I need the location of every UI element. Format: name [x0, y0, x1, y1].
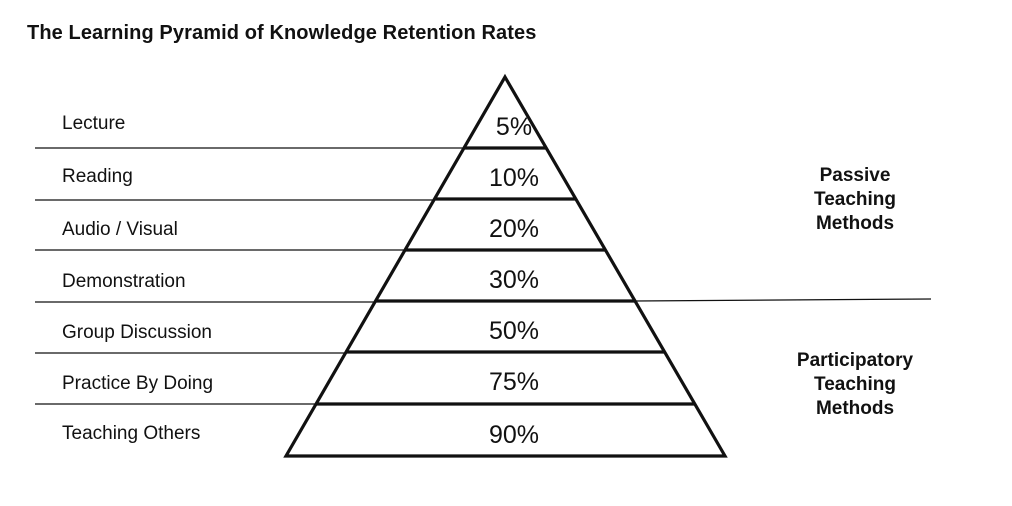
group-label-line: Teaching [814, 374, 896, 395]
retention-value: 75% [489, 368, 539, 396]
row-separators [35, 147, 464, 405]
pyramid-outline [283, 73, 728, 458]
group-label-line: Participatory [797, 350, 914, 371]
method-label: Reading [62, 166, 133, 187]
method-label: Group Discussion [62, 322, 212, 343]
participatory-methods-label: Participatory Teaching Methods [797, 350, 914, 419]
retention-value: 50% [489, 317, 539, 345]
group-label-line: Teaching [814, 189, 896, 210]
pyramid [283, 73, 728, 458]
method-labels: Lecture Reading Audio / Visual Demonstratio… [62, 113, 213, 444]
method-label: Demonstration [62, 271, 186, 292]
group-label-line: Methods [816, 398, 894, 419]
retention-value: 30% [489, 266, 539, 294]
method-label: Lecture [62, 113, 125, 134]
diagram-title: The Learning Pyramid of Knowledge Retent… [27, 22, 537, 44]
retention-value: 10% [489, 164, 539, 192]
method-label: Teaching Others [62, 423, 200, 444]
retention-value: 5% [496, 113, 532, 141]
group-labels: Passive Teaching Methods Participatory Teach… [797, 165, 914, 419]
group-label-line: Passive [820, 165, 891, 186]
retention-value: 90% [489, 421, 539, 449]
group-divider-line [633, 298, 932, 302]
passive-methods-label: Passive Teaching Methods [814, 165, 896, 234]
method-label: Audio / Visual [62, 219, 178, 240]
retention-labels: 5% 10% 20% 30% 50% 75% 90% [489, 113, 539, 449]
retention-value: 20% [489, 215, 539, 243]
method-label: Practice By Doing [62, 373, 213, 394]
group-label-line: Methods [816, 213, 894, 234]
